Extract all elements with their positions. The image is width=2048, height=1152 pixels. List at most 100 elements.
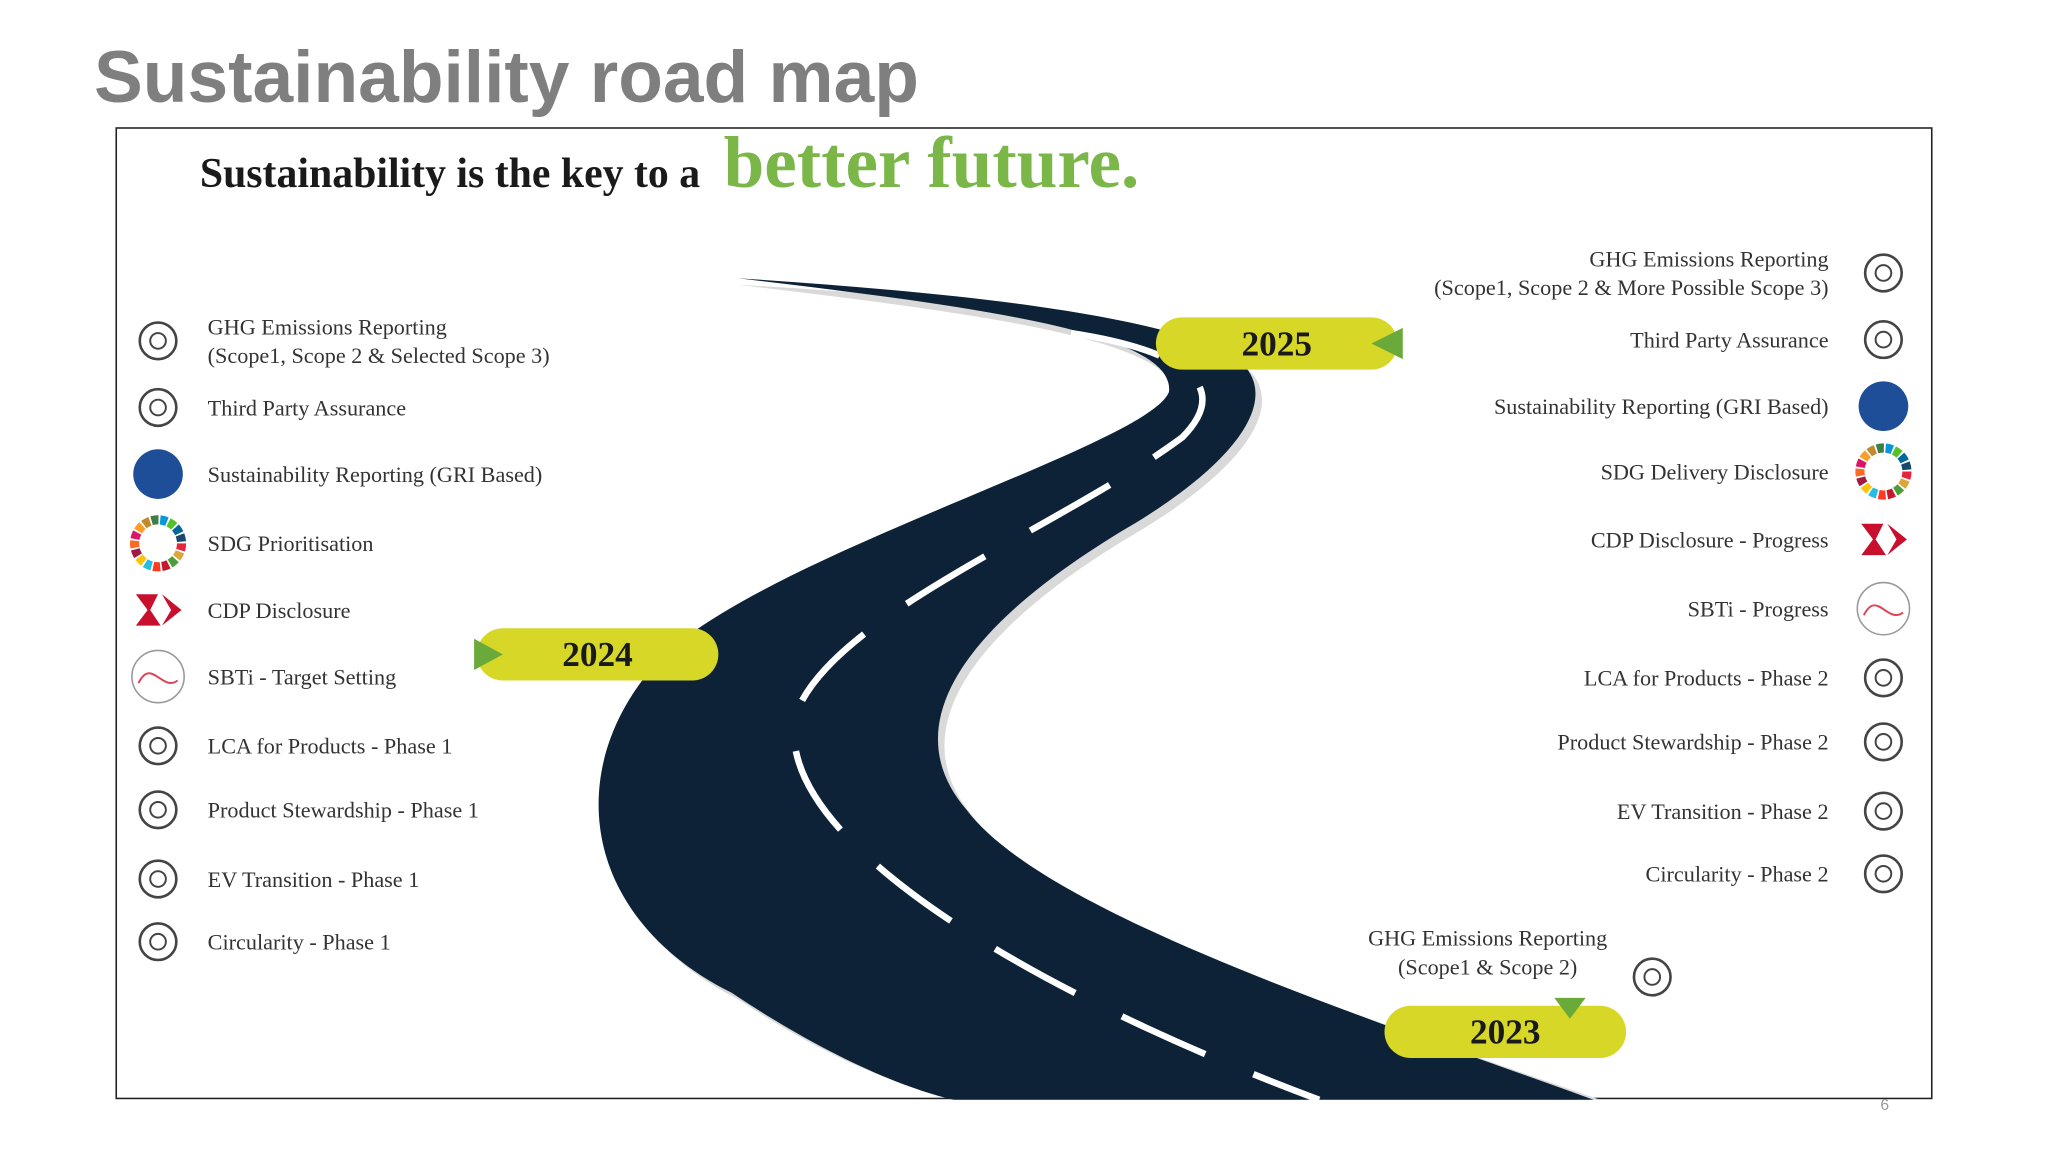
item-label: CDP Disclosure xyxy=(208,598,351,623)
icon-outline xyxy=(1863,722,1904,762)
icon-inner xyxy=(1643,968,1662,986)
year-arrow xyxy=(474,638,503,671)
icon-inner xyxy=(149,870,167,888)
icon xyxy=(1863,854,1904,894)
year-label: 2023 xyxy=(1470,1013,1541,1052)
icon-sdg-segment xyxy=(1897,452,1909,464)
icon-sdg-segment xyxy=(1892,484,1905,496)
icon-sdg-segment xyxy=(1886,488,1896,500)
icon xyxy=(135,594,182,626)
item-label: SDG Delivery Disclosure xyxy=(1601,459,1829,484)
item-label: Sustainability Reporting (GRI Based) xyxy=(208,462,543,487)
icon-sdg-segment xyxy=(1856,476,1868,487)
icon-gri xyxy=(1858,381,1909,432)
icon-sdg-segment xyxy=(135,554,147,566)
icon-sdg-segment xyxy=(161,560,171,572)
item-label: (Scope1, Scope 2 & Selected Scope 3) xyxy=(208,343,550,368)
year-tag xyxy=(1155,317,1398,370)
icon-sdg-segment xyxy=(1885,443,1895,455)
icon-sdg-segment xyxy=(167,555,179,568)
item-label: Sustainability Reporting (GRI Based) xyxy=(1494,394,1829,419)
icon-sdg-segment xyxy=(1868,487,1879,499)
icon xyxy=(1863,658,1904,698)
icon-inner xyxy=(1874,330,1893,349)
icon-outline xyxy=(138,922,178,962)
icon-inner xyxy=(149,736,167,755)
icon-sdg-segment xyxy=(1891,446,1903,458)
icon-sdg-segment xyxy=(150,515,159,526)
icon-sdg-segment xyxy=(175,533,187,543)
item-label: GHG Emissions Reporting xyxy=(1589,246,1828,271)
icon-outline xyxy=(1632,957,1672,997)
item-label: EV Transition - Phase 1 xyxy=(208,867,420,892)
icon xyxy=(1632,957,1672,997)
icon-inner xyxy=(1874,669,1893,687)
icon xyxy=(138,859,178,899)
icon-sdg-segment xyxy=(176,543,187,552)
icon-sdg-segment xyxy=(1860,482,1873,494)
item-label: Circularity - Phase 2 xyxy=(1646,862,1829,887)
slide-title: Sustainability road map xyxy=(94,37,919,118)
icon-inner xyxy=(149,332,167,350)
icon-outline xyxy=(138,387,178,428)
icon xyxy=(1863,722,1904,762)
year-label: 2024 xyxy=(562,635,633,674)
headline: Sustainability is the key to a better fu… xyxy=(200,122,1139,203)
year-tag xyxy=(1384,1005,1627,1058)
item-label: Third Party Assurance xyxy=(1630,327,1829,352)
icon xyxy=(1856,581,1911,636)
icon xyxy=(138,387,178,428)
icon-sbti xyxy=(131,649,185,704)
item-label: LCA for Products - Phase 2 xyxy=(1584,666,1829,691)
item-label: (Scope1 & Scope 2) xyxy=(1398,954,1577,979)
icon-sdg-segment xyxy=(134,522,146,534)
icon-inner xyxy=(1874,802,1893,820)
icon xyxy=(138,726,178,766)
icon-sdg-segment xyxy=(159,515,169,526)
page-number: 6 xyxy=(1880,1097,1889,1114)
icon xyxy=(129,515,187,572)
icon-inner xyxy=(1874,733,1893,751)
item-label: Third Party Assurance xyxy=(208,395,407,420)
icon xyxy=(1863,320,1904,360)
year-tag xyxy=(476,628,719,681)
icon-outline xyxy=(1863,658,1904,698)
item-label: LCA for Products - Phase 1 xyxy=(208,734,453,759)
icon-outline xyxy=(138,859,178,899)
item-label: CDP Disclosure - Progress xyxy=(1591,527,1829,552)
icon-sdg-segment xyxy=(141,516,152,529)
icon-sdg-segment xyxy=(166,518,178,530)
icon-sdg-segment xyxy=(1866,445,1878,457)
icon xyxy=(1861,523,1907,556)
icon-sdg-segment xyxy=(130,548,143,559)
year-arrow xyxy=(1371,327,1403,360)
item-label: Product Stewardship - Phase 2 xyxy=(1557,730,1828,755)
icon-sdg-segment xyxy=(130,530,142,541)
icon-sdg-segment xyxy=(172,550,185,561)
headline-emphasis: better future. xyxy=(724,122,1140,203)
icon-outline xyxy=(138,321,178,361)
road xyxy=(598,278,1600,1103)
icon-inner xyxy=(149,398,167,417)
icon-sbti-wave xyxy=(1862,604,1904,616)
icon-gri xyxy=(133,449,183,499)
icon-sdg-segment xyxy=(1859,450,1872,462)
icon-cdp xyxy=(135,594,182,626)
icon-sdg-segment xyxy=(1901,471,1912,480)
milestones: 2024 GHG Emissions Reporting (Scope1, Scop… xyxy=(129,246,1912,1058)
item-label: GHG Emissions Reporting xyxy=(1368,926,1607,951)
icon xyxy=(133,449,183,499)
icon-outline xyxy=(1863,854,1904,894)
icon-inner xyxy=(1874,864,1893,883)
icon-outline xyxy=(1863,791,1904,831)
icon-cdp xyxy=(1861,523,1907,556)
icon-sbti-wave xyxy=(137,672,179,684)
icon xyxy=(131,649,185,704)
item-label: SBTi - Target Setting xyxy=(208,664,397,689)
icon-outline xyxy=(138,726,178,766)
icon xyxy=(138,321,178,361)
icon xyxy=(1863,253,1904,293)
icon-sdg-segment xyxy=(1855,458,1867,469)
